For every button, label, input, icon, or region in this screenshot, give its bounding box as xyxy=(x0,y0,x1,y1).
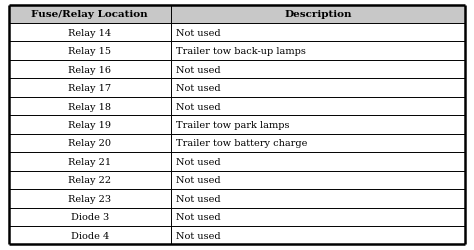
Bar xyxy=(9,189,171,208)
Bar xyxy=(9,24,171,42)
Bar xyxy=(9,152,171,171)
Bar xyxy=(171,226,465,244)
Bar xyxy=(171,42,465,61)
Text: Not used: Not used xyxy=(176,65,221,74)
Text: Relay 16: Relay 16 xyxy=(68,65,111,74)
Text: Not used: Not used xyxy=(176,28,221,38)
Bar xyxy=(171,134,465,152)
Bar xyxy=(171,116,465,134)
Bar xyxy=(9,226,171,244)
Text: Not used: Not used xyxy=(176,194,221,203)
Text: Relay 18: Relay 18 xyxy=(68,102,111,111)
Text: Diode 3: Diode 3 xyxy=(71,212,109,222)
Bar xyxy=(9,79,171,98)
Text: Relay 22: Relay 22 xyxy=(68,176,111,185)
Text: Trailer tow battery charge: Trailer tow battery charge xyxy=(176,139,308,148)
Bar xyxy=(171,171,465,189)
Bar xyxy=(171,208,465,226)
Bar xyxy=(9,116,171,134)
Text: Relay 19: Relay 19 xyxy=(68,120,111,130)
Text: Trailer tow back-up lamps: Trailer tow back-up lamps xyxy=(176,47,306,56)
Bar xyxy=(9,61,171,79)
Text: Relay 21: Relay 21 xyxy=(68,157,111,166)
Text: Not used: Not used xyxy=(176,84,221,93)
Text: Relay 14: Relay 14 xyxy=(68,28,111,38)
Text: Trailer tow park lamps: Trailer tow park lamps xyxy=(176,120,290,130)
Text: Diode 4: Diode 4 xyxy=(71,231,109,240)
Text: Relay 15: Relay 15 xyxy=(68,47,111,56)
Text: Relay 17: Relay 17 xyxy=(68,84,111,93)
Text: Not used: Not used xyxy=(176,157,221,166)
Bar xyxy=(9,6,171,24)
Bar xyxy=(171,24,465,42)
Bar xyxy=(9,98,171,116)
Bar xyxy=(171,152,465,171)
Text: Fuse/Relay Location: Fuse/Relay Location xyxy=(31,10,148,19)
Text: Description: Description xyxy=(284,10,352,19)
Bar xyxy=(171,61,465,79)
Bar xyxy=(9,134,171,152)
Bar xyxy=(171,6,465,24)
Text: Relay 20: Relay 20 xyxy=(68,139,111,148)
Text: Not used: Not used xyxy=(176,176,221,185)
Text: Not used: Not used xyxy=(176,231,221,240)
Text: Not used: Not used xyxy=(176,212,221,222)
Bar xyxy=(9,208,171,226)
Bar xyxy=(171,79,465,98)
Text: Relay 23: Relay 23 xyxy=(68,194,111,203)
Bar xyxy=(171,98,465,116)
Bar xyxy=(9,42,171,61)
Bar xyxy=(9,171,171,189)
Text: Not used: Not used xyxy=(176,102,221,111)
Bar xyxy=(171,189,465,208)
